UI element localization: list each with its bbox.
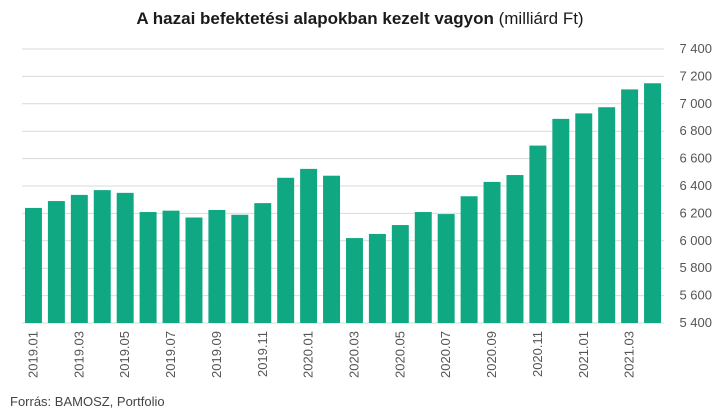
x-tick-label: 2019.09: [209, 331, 224, 378]
y-tick-label: 5 800: [679, 260, 712, 275]
bar: [185, 217, 203, 323]
bar: [345, 238, 363, 323]
bar: [483, 181, 501, 323]
y-tick-label: 7 200: [679, 68, 712, 83]
x-tick-label: 2020.11: [530, 331, 545, 377]
bar: [139, 212, 157, 323]
y-tick-label: 6 200: [679, 205, 712, 220]
x-tick-label: 2021.01: [576, 331, 591, 378]
bar: [414, 212, 432, 323]
y-tick-label: 5 400: [679, 315, 712, 330]
bar: [368, 233, 386, 323]
x-tick-label: 2020.01: [301, 331, 316, 378]
x-tick-label: 2019.01: [25, 331, 40, 378]
bar: [208, 209, 226, 323]
bar: [162, 210, 180, 323]
bar: [254, 203, 272, 324]
bar: [460, 196, 478, 323]
bar: [116, 192, 134, 323]
chart-title: A hazai befektetési alapokban kezelt vag…: [0, 9, 720, 29]
bar: [47, 201, 65, 323]
source-note: Forrás: BAMOSZ, Portfolio: [10, 394, 165, 409]
bar: [552, 118, 570, 324]
bar: [506, 175, 524, 323]
x-tick-label: 2019.03: [71, 331, 86, 378]
x-tick-label: 2020.09: [484, 331, 499, 378]
y-tick-label: 6 000: [679, 233, 712, 248]
bar: [598, 107, 616, 323]
y-tick-label: 7 400: [679, 41, 712, 56]
x-tick-label: 2020.07: [438, 331, 453, 378]
y-tick-label: 7 000: [679, 96, 712, 111]
bars: [24, 83, 662, 324]
bar: [24, 207, 42, 323]
bar: [437, 214, 455, 323]
y-tick-label: 5 600: [679, 288, 712, 303]
bar: [277, 177, 295, 323]
bar: [93, 190, 111, 323]
bar: [621, 89, 639, 323]
y-tick-label: 6 800: [679, 123, 712, 138]
bar: [231, 214, 249, 323]
y-tick-label: 6 400: [679, 178, 712, 193]
y-axis-ticks: 5 400 5 600 5 800 6 000 6 200 6 400 6 600 6 800…: [679, 41, 712, 330]
bar: [529, 145, 547, 323]
chart-title-unit: (milliárd Ft): [498, 9, 584, 28]
x-tick-label: 2020.03: [346, 331, 361, 378]
bar: [575, 113, 593, 323]
x-tick-label: 2019.07: [163, 331, 178, 378]
y-tick-label: 6 600: [679, 151, 712, 166]
x-tick-label: 2019.11: [255, 331, 270, 377]
bar: [391, 225, 409, 323]
x-tick-label: 2021.03: [622, 331, 637, 378]
x-axis-ticks: 2019.01 2019.03 2019.05 2019.07 2019.09 2019.…: [25, 331, 636, 378]
x-tick-label: 2020.05: [392, 331, 407, 378]
x-tick-label: 2019.05: [117, 331, 132, 378]
bar: [323, 175, 341, 323]
bar: [644, 83, 662, 323]
bar: [300, 168, 318, 324]
chart-title-text: A hazai befektetési alapokban kezelt vag…: [136, 9, 494, 28]
bar: [70, 194, 88, 323]
